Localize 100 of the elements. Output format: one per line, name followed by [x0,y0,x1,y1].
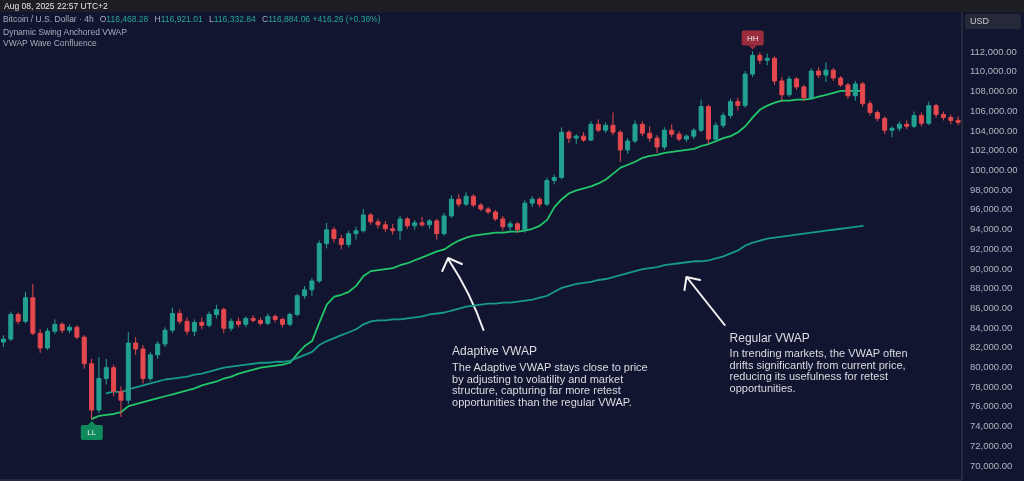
candlestick [448,194,454,219]
candlestick [705,104,711,145]
candlestick [177,309,183,325]
candlestick [801,84,807,102]
candlestick [280,316,286,328]
candlestick [316,240,322,284]
candlestick [74,324,80,340]
candlestick [889,125,895,138]
candlestick [191,318,197,337]
candlestick [382,220,388,233]
candlestick [37,328,43,354]
candlestick [23,291,28,324]
candlestick [647,125,653,143]
candlestick [683,133,689,143]
candlestick [764,52,770,66]
candlestick [257,316,263,326]
candlestick [772,55,778,86]
candlestick [199,316,205,330]
candlestick [860,81,866,108]
candlestick [478,202,484,212]
y-tick-label: 80,000.00 [970,361,1013,373]
y-tick-label: 106,000.00 [970,104,1018,116]
y-tick-label: 100,000.00 [970,164,1018,176]
candlestick [500,215,506,232]
candlestick [918,112,924,127]
candlestick [845,82,851,100]
candlestick [867,100,873,116]
candlestick [492,209,498,222]
annotation: Adaptive VWAP [452,344,537,358]
candlestick [331,226,337,244]
candlestick [654,134,660,154]
candlestick [272,313,278,323]
candlestick [823,61,829,83]
candlestick [676,130,682,142]
candlestick [67,323,73,334]
candlestick [720,112,726,129]
candlestick [360,208,366,234]
candlestick [661,126,667,151]
y-axis-title: USD [965,14,1021,29]
y-tick-label: 94,000.00 [970,223,1013,235]
candlestick [882,115,888,135]
candlestick [713,121,719,142]
candlestick [581,131,587,143]
candlestick [96,356,102,414]
candlestick [0,334,6,348]
candlestick [632,119,638,144]
candlestick [346,230,352,248]
y-tick-label: 96,000.00 [970,203,1013,215]
candlestick [955,115,961,126]
candlestick [89,358,95,420]
y-tick-label: 98,000.00 [970,183,1013,195]
candlestick [390,223,396,236]
candlestick [727,98,733,119]
y-tick-label: 108,000.00 [970,85,1018,97]
candlestick [265,312,271,326]
candlestick [434,218,440,241]
candlestick [470,193,476,208]
candlestick [507,220,513,233]
candlestick [419,216,425,228]
candlestick [610,112,616,136]
candlestick [874,110,880,122]
candlestick [404,216,410,230]
candlestick [250,314,256,323]
y-tick-label: 72,000.00 [970,439,1013,451]
y-tick-label: 112,000.00 [970,45,1017,57]
candlestick [133,336,139,356]
candlestick [338,234,344,250]
y-tick-label: 76,000.00 [970,400,1013,412]
candlestick [162,326,168,348]
candlestick [617,129,623,163]
candlestick [426,218,432,230]
candlestick [750,50,756,78]
candlestick [669,123,675,138]
y-tick-label: 70,000.00 [970,459,1013,471]
candlestick [309,277,315,297]
candlestick [15,312,21,325]
candlestick [838,75,844,88]
y-tick-label: 110,000.00 [970,65,1017,77]
y-tick-label: 92,000.00 [970,242,1013,254]
chart-title: Bitcoin / U.S. Dollar · 4h [3,14,94,24]
candlestick [412,219,418,231]
candlestick [551,174,557,185]
candlestick [896,120,902,132]
candlestick [463,191,469,207]
annotation: In trending markets, the VWAP often drifts significantly from current price, reducing its usefulness for retest opportunities. [729,347,909,395]
candlestick [816,66,822,79]
y-tick-label: 86,000.00 [970,301,1013,313]
candlestick [808,67,814,101]
candlestick [441,212,447,237]
text: Aug 08, 2025 22:57 UTC+2 [4,1,108,11]
annotation: The Adaptive VWAP stays close to price by adjusting to volatility and market structure, capturing far more retest opportunities than the regular VWAP. [452,361,649,409]
candlestick [522,199,528,234]
candlestick [625,137,631,155]
candlestick [757,51,763,65]
annotation: O116,468.28 H116,921.01 L116,332.84 C116,884.06 +416.26 (+0.36%) [99,14,381,24]
candlestick [103,358,109,385]
candlestick [595,118,601,133]
candlestick [698,99,704,133]
candlestick [287,312,293,327]
candlestick [59,321,65,334]
